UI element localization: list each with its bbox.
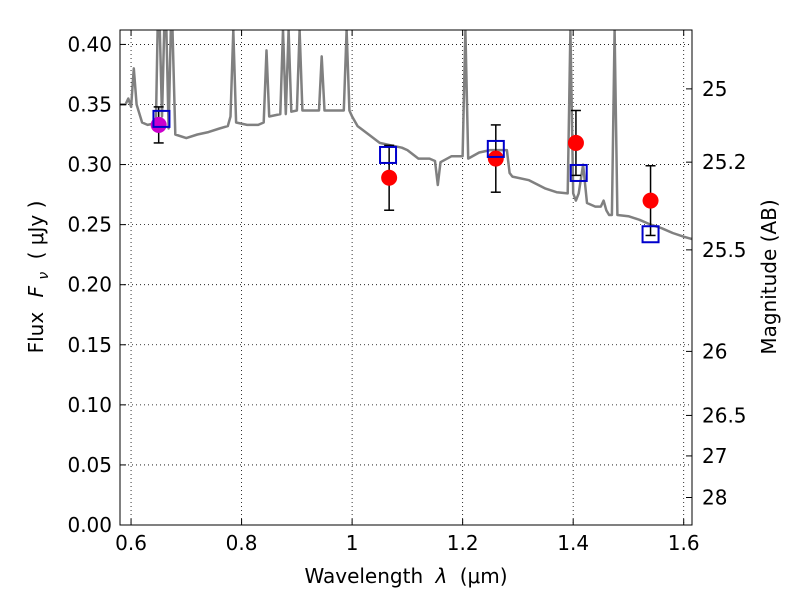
observed-photometry-point — [642, 192, 659, 209]
x-tick-label: 1.2 — [447, 531, 479, 555]
y-tick-label: 0.40 — [67, 32, 112, 56]
y-tick-label: 0.20 — [67, 273, 112, 297]
x-tick-label: 0.8 — [226, 531, 258, 555]
x-tick-label: 1.4 — [557, 531, 589, 555]
y-tick-label: 0.10 — [67, 393, 112, 417]
y-tick-label: 0.35 — [67, 92, 112, 116]
single-photometry-point — [150, 116, 167, 133]
y-axis-label-subscript: ν — [36, 272, 52, 280]
y2-tick-label: 28 — [702, 485, 727, 509]
x-axis-label-unit: (μm) — [460, 564, 508, 588]
y-tick-label: 0.25 — [67, 213, 112, 237]
model-photometry-square — [486, 139, 505, 158]
y2-tick-label: 26.5 — [702, 403, 747, 427]
y-axis-label-symbol: F — [24, 285, 48, 297]
x-tick-label: 0.6 — [115, 531, 147, 555]
y2-tick-label: 26 — [702, 339, 727, 363]
observed-photometry-point — [567, 134, 584, 151]
x-axis-label-text: Wavelength — [304, 564, 423, 588]
photometry-layer — [150, 106, 660, 244]
x-axis-label-symbol: λ — [435, 564, 448, 588]
y-axis-label-text: Flux — [24, 312, 48, 354]
y-tick-label: 0.05 — [67, 453, 112, 477]
model-sed-layer — [120, 30, 692, 241]
y2-axis-label: Magnitude (AB) — [757, 199, 781, 354]
observed-photometry-point — [487, 150, 504, 167]
y2-tick-label: 25.2 — [702, 150, 747, 174]
x-tick-label: 1.6 — [668, 531, 700, 555]
model-photometry-square — [152, 109, 171, 128]
x-axis-label: Wavelength λ (μm) — [304, 564, 507, 588]
plot-frame — [119, 29, 693, 526]
y2-tick-label: 27 — [702, 444, 727, 468]
model-photometry-square — [641, 225, 660, 244]
tick-layer: 0.6 0.8 1 1.2 1.4 1.6 0.00 0.05 0.10 0.15 0.20 0.25… — [67, 30, 747, 555]
y-tick-label: 0.00 — [67, 513, 112, 537]
x-tick-label: 1 — [346, 531, 359, 555]
y2-tick-label: 25.5 — [702, 238, 747, 262]
y2-tick-label: 25 — [702, 77, 727, 101]
model-sed-line — [120, 30, 692, 241]
model-photometry-square — [379, 145, 398, 164]
y-tick-label: 0.30 — [67, 153, 112, 177]
observed-photometry-point — [381, 169, 398, 186]
model-photometry-square — [569, 163, 588, 182]
y-tick-label: 0.15 — [67, 333, 112, 357]
y-axis-label-unit: ( μJy ) — [24, 201, 48, 260]
y-axis-label: Flux F ν ( μJy ) — [24, 201, 53, 354]
